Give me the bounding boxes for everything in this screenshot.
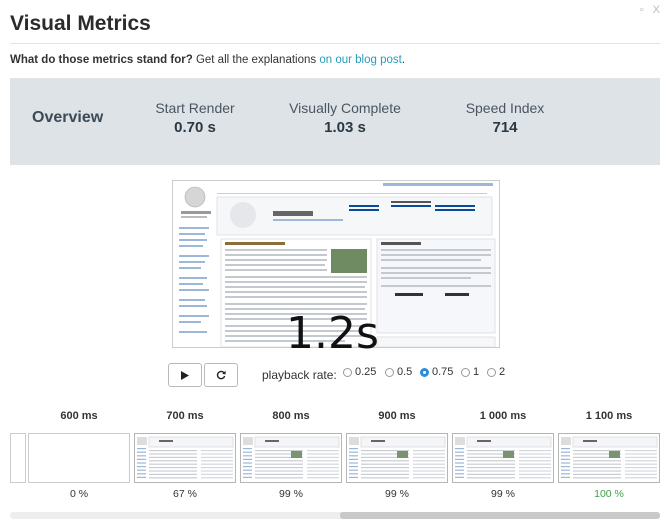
frame-visual-progress: 99 % [279,488,303,500]
rate-option-0.25[interactable]: 0.25 [343,366,376,378]
filmstrip-frame[interactable] [28,433,130,483]
filmstrip-frame[interactable] [558,433,660,483]
frame-thumbnail [347,434,447,482]
metric-label: Start Render [155,100,235,116]
play-button[interactable] [168,363,202,387]
page-screenshot-image [173,181,499,347]
intro-suffix: . [401,54,406,66]
frame-thumbnail [135,434,235,482]
metric-value: 1.03 s [324,119,366,136]
intro-question: What do those metrics stand for? [10,54,193,66]
frame-visual-progress: 0 % [69,488,89,500]
frame-time-label: 600 ms [60,410,98,422]
rate-label: 0.75 [432,366,454,378]
replay-button[interactable] [204,363,238,387]
scrollbar-thumb[interactable] [340,512,660,519]
page-title: Visual Metrics [10,12,151,35]
rate-option-1[interactable]: 1 [461,366,479,378]
rate-option-2[interactable]: 2 [487,366,505,378]
overview-label: Overview [32,109,104,126]
radio-button-selected[interactable] [420,367,429,377]
play-icon [181,370,189,380]
metric-label: Visually Complete [289,100,401,116]
rate-label: 0.25 [355,366,377,378]
metric-visually-complete: Visually Complete 1.03 s [275,100,415,136]
playback-time-overlay: 1.2s [286,308,379,359]
frame-time-label: 700 ms [166,410,204,422]
frame-visual-progress: 99 % [385,488,409,500]
rate-label: 2 [499,366,506,378]
radio-button[interactable] [343,367,352,377]
filmstrip-frame[interactable] [346,433,448,483]
radio-button[interactable] [461,367,470,377]
rate-option-0.75[interactable]: 0.75 [420,366,453,378]
intro-body: Get all the explanations [192,54,320,66]
filmstrip-scrollbar[interactable] [10,512,660,519]
frame-time-label: 1 000 ms [479,410,527,422]
frame-visual-progress: 99 % [491,488,515,500]
frame-visual-progress: 67 % [173,488,197,500]
metric-value: 714 [492,119,518,136]
frame-time-label: 900 ms [378,410,416,422]
intro-text: What do those metrics stand for? Get all… [10,54,405,66]
rate-label: 0.5 [397,366,413,378]
blog-post-link[interactable]: on our blog post [319,54,402,66]
frame-thumbnail [241,434,341,482]
rate-label: 1 [473,366,480,378]
video-frame [172,180,500,348]
metric-speed-index: Speed Index 714 [445,100,565,136]
frame-thumbnail [559,434,659,482]
window-controls[interactable]: ▫ X [639,4,663,16]
frame-thumbnail [453,434,553,482]
playback-rate-label: playback rate: [262,368,337,382]
metric-value: 0.70 s [174,119,216,136]
metric-label: Speed Index [465,100,545,116]
metric-start-render: Start Render 0.70 s [135,100,255,136]
radio-button[interactable] [385,367,394,377]
frame-time-label: 1 100 ms [585,410,633,422]
filmstrip-frame[interactable] [452,433,554,483]
title-divider [10,43,660,44]
filmstrip-frame-partial [10,433,26,483]
filmstrip-frame[interactable] [134,433,236,483]
overview-panel: Overview Start Render 0.70 s Visually Co… [10,78,660,165]
frame-visual-progress: 100 % [594,488,624,500]
replay-icon [216,370,226,380]
radio-button[interactable] [487,367,496,377]
frame-time-label: 800 ms [272,410,310,422]
rate-option-0.5[interactable]: 0.5 [385,366,412,378]
filmstrip-frame[interactable] [240,433,342,483]
